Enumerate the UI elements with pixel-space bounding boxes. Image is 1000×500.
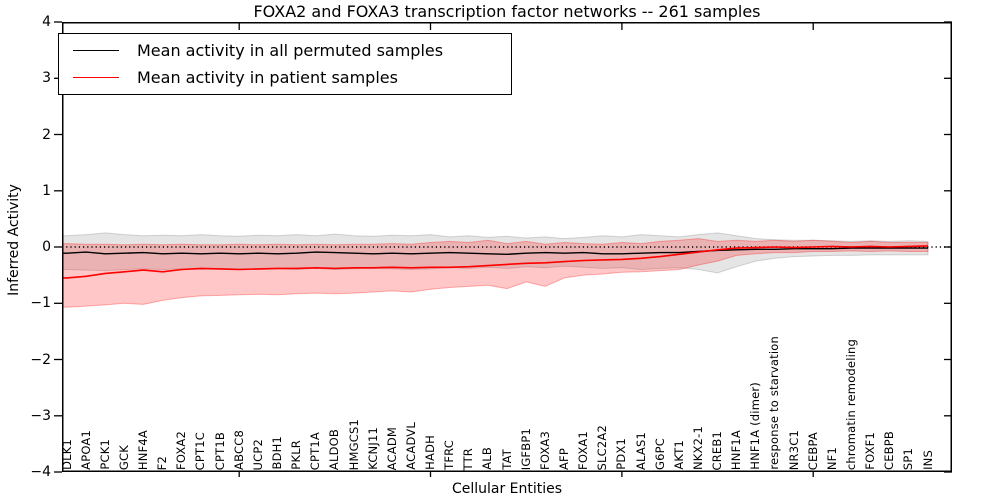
legend-item-patient: Mean activity in patient samples [73, 68, 511, 87]
x-category-label: DLK1 [59, 439, 74, 470]
x-category-label: PCK1 [97, 439, 112, 470]
x-category-label: APOA1 [78, 430, 93, 470]
x-category-label: HNF1A (dimer) [748, 382, 763, 470]
legend-item-permuted: Mean activity in all permuted samples [73, 41, 511, 60]
x-category-label: CPT1B [212, 431, 227, 470]
y-tick-label: −4 [30, 464, 51, 480]
y-tick-label: 2 [42, 126, 51, 143]
y-axis-label: Inferred Activity [6, 184, 22, 296]
x-category-label: PDX1 [614, 438, 629, 470]
x-category-label: HNF4A [136, 429, 151, 470]
permuted-mean-line [62, 247, 928, 256]
y-tick-label: 0 [42, 239, 51, 255]
x-category-label: NKX2-1 [690, 425, 705, 470]
legend-label-permuted: Mean activity in all permuted samples [137, 41, 444, 61]
y-tick-label: −1 [30, 295, 51, 312]
x-category-label: NF1 [824, 446, 839, 470]
y-tick-label: 1 [42, 182, 51, 199]
y-tick-label: 4 [42, 14, 51, 30]
x-category-label: ACADVL [403, 422, 418, 470]
x-category-label: IGFBP1 [518, 427, 533, 470]
x-category-label: TFRC [442, 440, 457, 470]
x-category-label: PKLR [289, 440, 304, 470]
x-category-label: F2 [155, 455, 170, 470]
x-category-label: ALB [480, 447, 495, 470]
x-category-label: response to starvation [767, 336, 782, 470]
x-category-label: HADH [423, 435, 438, 470]
x-category-label: FOXA3 [537, 431, 552, 470]
chart-title: FOXA2 and FOXA3 transcription factor net… [253, 2, 761, 21]
x-category-label: TTR [461, 447, 476, 470]
x-category-label: SP1 [901, 447, 916, 470]
x-category-label: AKT1 [671, 440, 686, 470]
x-category-label: CREB1 [710, 430, 725, 471]
x-category-label: TAT [499, 449, 514, 470]
x-category-label: AFP [556, 447, 571, 470]
x-category-label: KCNJ11 [365, 427, 380, 470]
x-category-label: FOXA1 [576, 431, 591, 470]
x-category-label: HMGCS1 [346, 418, 361, 470]
x-category-label: BDH1 [269, 436, 284, 470]
x-category-label: CPT1C [193, 431, 208, 470]
x-category-label: GCK [116, 444, 131, 470]
x-category-label: CPT1A [308, 431, 323, 470]
x-category-label: SLC2A2 [595, 424, 610, 470]
patient-line-swatch [73, 76, 119, 78]
x-category-label: CEBPB [882, 430, 897, 470]
x-category-label: chromatin remodeling [843, 338, 858, 470]
permuted-line-swatch [73, 50, 119, 52]
x-category-label: NR3C1 [786, 429, 801, 470]
x-category-label: ALDOB [327, 428, 342, 470]
x-category-label: ABCC8 [231, 430, 246, 470]
x-axis-label: Cellular Entities [451, 481, 563, 497]
x-category-label: FOXF1 [863, 432, 878, 470]
legend: Mean activity in all permuted samples Me… [58, 33, 512, 95]
x-category-label: G6PC [652, 438, 667, 470]
x-category-label: CEBPA [805, 431, 820, 470]
permuted-uncertainty-band [62, 232, 929, 274]
y-tick-label: −2 [30, 351, 51, 368]
x-category-label: INS [920, 450, 935, 470]
patient-mean-line [62, 245, 929, 279]
legend-label-patient: Mean activity in patient samples [137, 67, 398, 87]
x-category-label: ALAS1 [633, 431, 648, 470]
patient-uncertainty-band [62, 238, 929, 308]
y-tick-label: −3 [30, 407, 51, 424]
x-category-label: HNF1A [729, 429, 744, 470]
x-category-label: UCP2 [250, 438, 265, 471]
y-tick-label: 3 [42, 70, 51, 87]
x-category-label: FOXA2 [174, 431, 189, 470]
x-category-label: ACADM [384, 426, 399, 470]
